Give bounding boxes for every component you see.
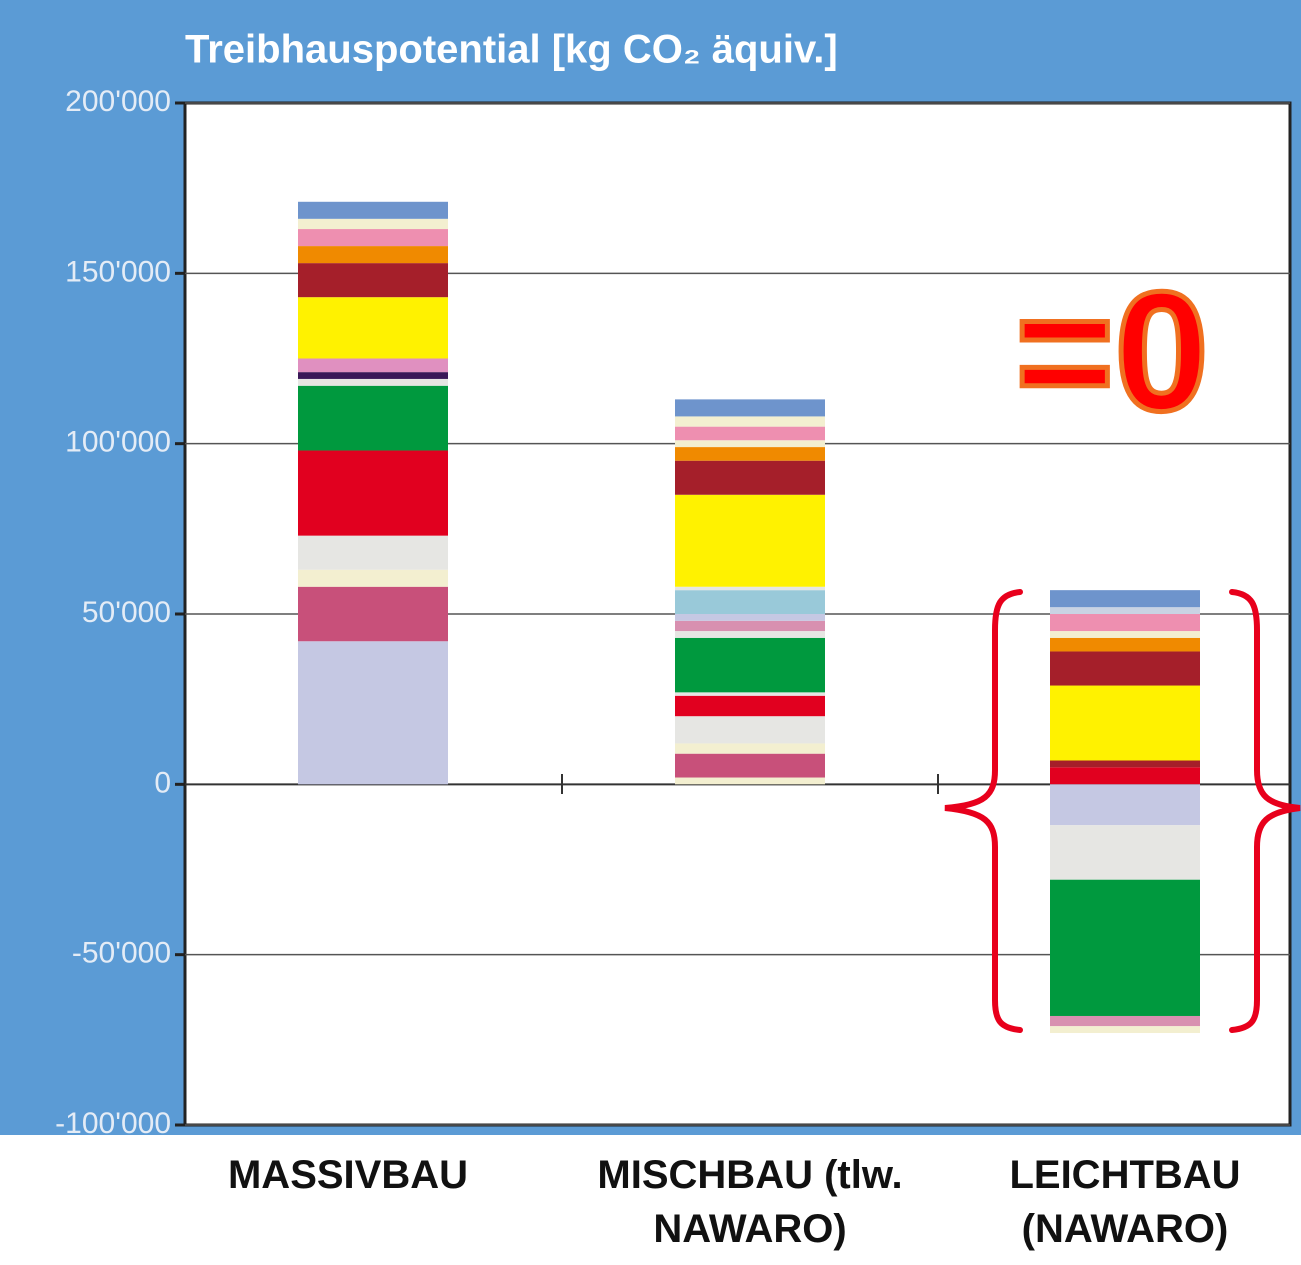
bar-segment [675, 716, 825, 744]
x-tick-label: MISCHBAU (tlw. NAWARO) [597, 1153, 903, 1251]
braces [944, 589, 1301, 1033]
bar-segment [675, 620, 825, 632]
bar-segment [298, 569, 448, 587]
bar-segment [298, 201, 448, 219]
bar-segment [675, 743, 825, 754]
bar-segment [1050, 879, 1200, 1016]
bar-segment [1050, 637, 1200, 652]
bar-segment [675, 637, 825, 693]
bar-segment [298, 586, 448, 642]
bar-segment [298, 263, 448, 298]
bar-segment [675, 426, 825, 441]
bar-segment [1050, 607, 1200, 614]
bar-segment [675, 692, 825, 696]
bar-segment [298, 372, 448, 379]
bar-segment [675, 753, 825, 778]
right-brace [1229, 589, 1301, 1033]
y-tick-label: -50'000 [72, 937, 171, 970]
bar-segment [675, 460, 825, 495]
chart-title: Treibhauspotential [kg CO₂ äquiv.] [185, 28, 838, 72]
bar-segment [298, 641, 448, 785]
y-tick-label: 50'000 [82, 596, 171, 629]
bar-segment [298, 450, 448, 536]
bar-segment [298, 246, 448, 264]
bar-segment [298, 218, 448, 230]
x-tick-label: LEICHTBAU (NAWARO) [1009, 1153, 1241, 1251]
bars [298, 201, 1200, 1034]
y-tick-label: 200'000 [65, 85, 171, 118]
bar-segment [675, 440, 825, 448]
bar-segment [1050, 760, 1200, 768]
bar-segment [675, 586, 825, 591]
bar-segment [1050, 784, 1200, 826]
y-tick-label: 100'000 [65, 426, 171, 459]
bar-segment [675, 695, 825, 717]
left-brace [944, 589, 1023, 1033]
bar-segment [675, 399, 825, 417]
y-tick-label: 150'000 [65, 255, 171, 288]
bar-segment [675, 494, 825, 587]
bar-segment [298, 378, 448, 386]
annotation: =0 [1015, 257, 1209, 447]
bar-segment [675, 447, 825, 461]
bar-segment [1050, 685, 1200, 761]
bar-segment [298, 297, 448, 359]
bar-segment [1050, 1015, 1200, 1027]
bar-segment [675, 416, 825, 427]
bar-segment [1050, 825, 1200, 880]
bar-segment [1050, 1026, 1200, 1034]
x-tick-label: MASSIVBAU [227, 1153, 469, 1197]
bar-segment [675, 614, 825, 621]
bar-segment [675, 777, 825, 785]
y-tick-label: 0 [154, 766, 171, 799]
bar-segment [298, 385, 448, 451]
bar-segment [298, 358, 448, 373]
y-tick-label: -100'000 [55, 1107, 171, 1140]
bar-segment [675, 631, 825, 638]
bar-segment [675, 590, 825, 614]
bar-segment [298, 535, 448, 570]
bar-segment [1050, 651, 1200, 686]
bar-segment [1050, 590, 1200, 608]
bar-segment [1050, 614, 1200, 632]
bar-segment [298, 229, 448, 247]
bar-segment [1050, 767, 1200, 785]
bar-segment [1050, 631, 1200, 638]
